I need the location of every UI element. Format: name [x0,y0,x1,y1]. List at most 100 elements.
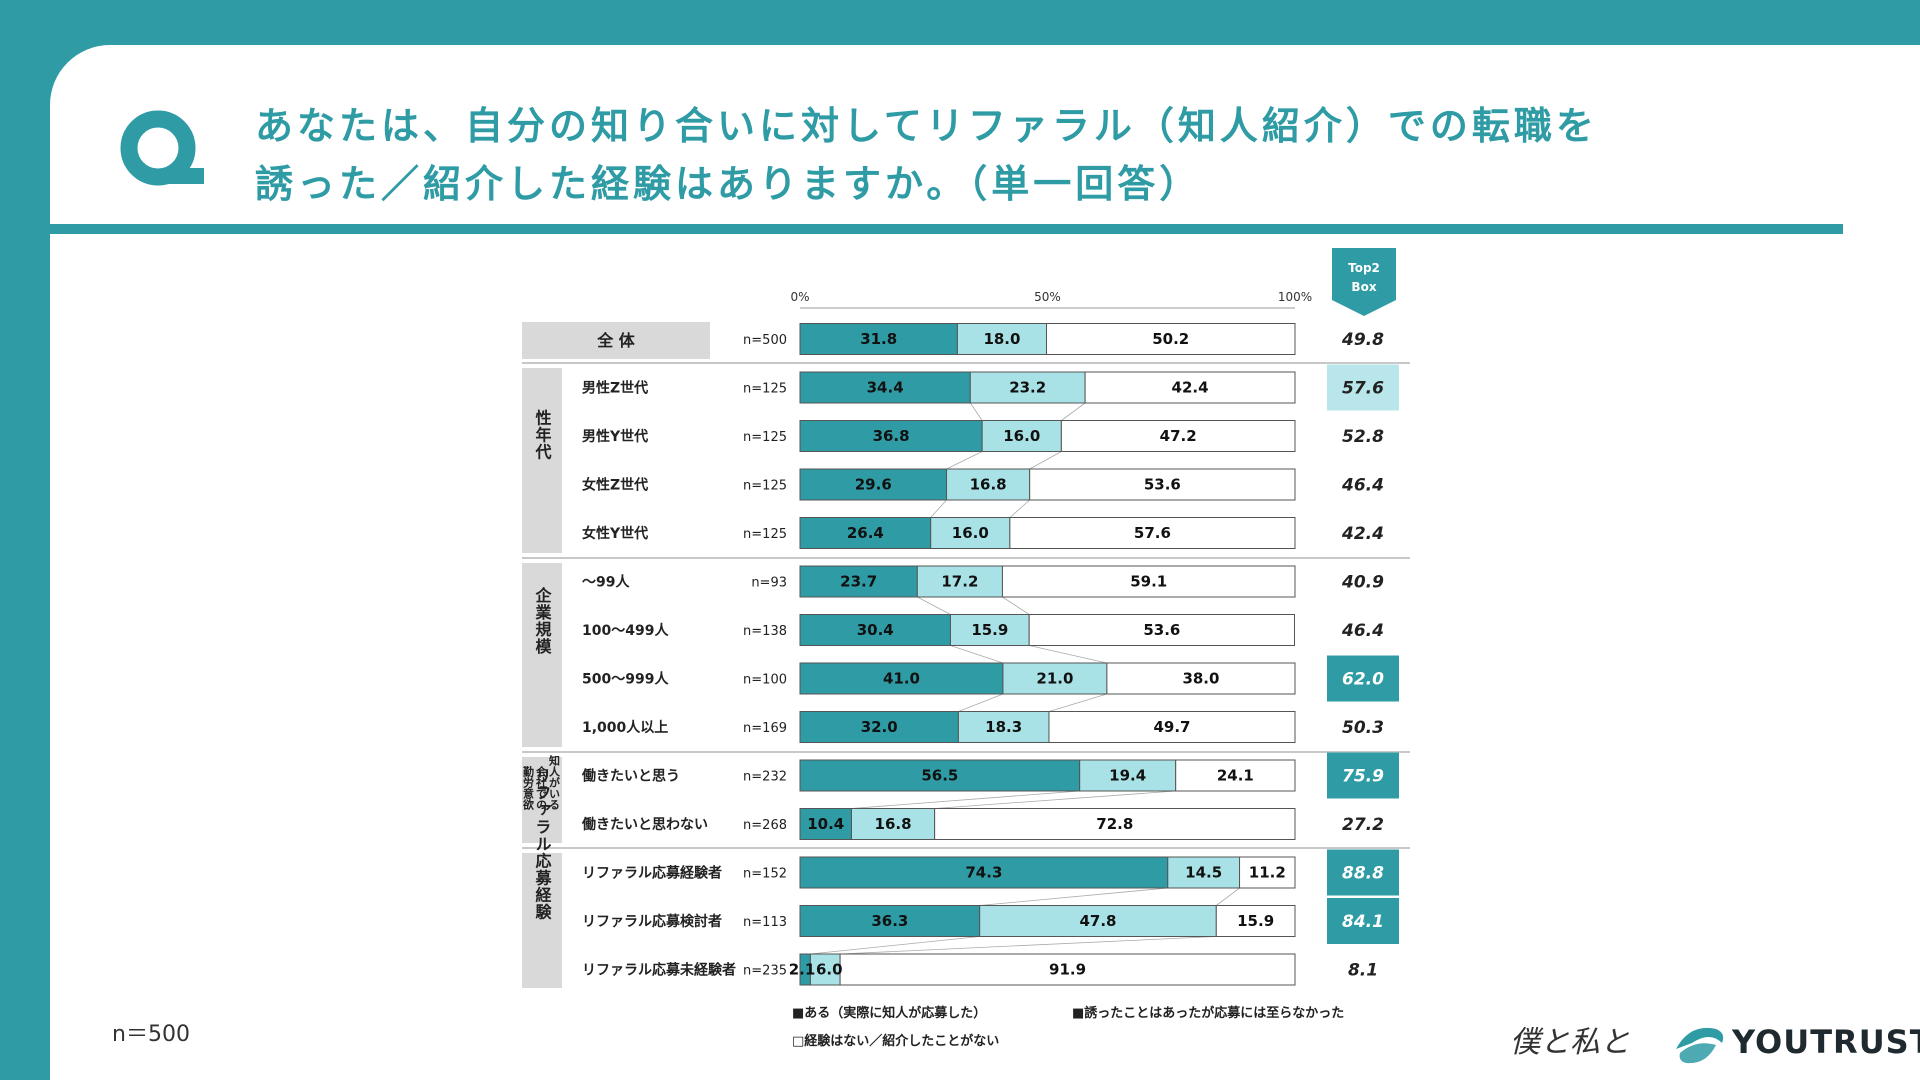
bar-segment [1239,856,1296,889]
row-label: 働きたいと思う [581,768,680,785]
bar-data-label: 19.4 [1109,767,1146,785]
bar-connector-line [851,790,1080,809]
bar-connector-line [1048,693,1108,712]
bar-data-label: 38.0 [1182,670,1219,688]
bar-segment [1106,662,1296,695]
top2-header-badge [1332,248,1396,316]
top2-highlight-box [1327,849,1399,896]
bar-connector-line [1029,645,1107,664]
row-label: リファラル応募未経験者 [582,962,736,979]
bar-data-label: 42.4 [1172,379,1209,397]
bar-segment [799,759,1081,792]
top2-highlight-box [1327,655,1399,702]
bar-data-label: 34.4 [867,379,904,397]
bar-segment [946,468,1031,501]
row-sample-size: n=125 [743,479,787,494]
bar-segment [1060,420,1296,452]
top2-value: 75.9 [1342,767,1384,787]
bar-data-label: 31.8 [860,330,897,348]
row-sample-size: n=152 [743,867,787,882]
group-label: 会社での [535,765,549,810]
bar-segment [799,808,852,840]
brand-footer: 僕と私と YOUTRUST [1510,1015,1920,1075]
bar-segment [1084,371,1296,404]
bar-data-label: 11.2 [1249,864,1286,882]
bar-segment [1048,711,1296,743]
top2-value: 8.1 [1348,961,1378,981]
group-label: リファラル応募経験 [533,768,553,921]
bar-segment [1215,905,1296,937]
bar-connector-line [1002,596,1030,615]
bar-data-label: 74.3 [965,864,1002,882]
bar-connector-line [950,645,1004,664]
bar-segment [1167,856,1241,889]
bar-connector-line [1009,499,1030,518]
q-icon [120,110,204,186]
bar-segment [1028,614,1296,646]
group-label-box [522,322,710,359]
bar-connector-line [1029,451,1062,470]
row-label: 女性Z世代 [582,477,648,494]
bar-connector-line [958,693,1004,712]
bar-data-label: 16.0 [952,524,989,542]
bar-segment [916,565,1003,598]
bar-data-label: 91.9 [1049,961,1086,979]
group-label-box [522,563,562,747]
top2-value: 40.9 [1341,573,1384,593]
bar-data-label: 14.5 [1185,864,1222,882]
top2-highlight-box [1327,364,1399,411]
bar-data-label: 16.8 [970,476,1007,494]
group-label: 全 体 [596,331,636,350]
bar-segment [799,711,959,743]
top2-value: 84.1 [1342,912,1384,932]
top2-value: 88.8 [1342,864,1384,884]
bar-data-label: 17.2 [941,573,978,591]
top2-header-label: Box [1351,280,1376,294]
group-label: 企業規模 [533,586,553,655]
group-label: 勤労意欲 [522,765,536,811]
bar-segment [979,905,1217,937]
top2-value: 52.8 [1342,427,1384,447]
bar-segment [839,953,1296,986]
top2-value: 46.4 [1341,476,1384,496]
bar-data-label: 47.2 [1160,427,1197,445]
bar-segment [1009,517,1296,549]
row-label: 1,000人以上 [582,719,668,736]
top2-value: 42.4 [1341,524,1384,544]
row-sample-size: n=268 [743,818,787,833]
row-label: 男性Y世代 [582,428,648,445]
bar-segment [1002,662,1108,695]
bar-data-label: 72.8 [1096,815,1133,833]
bar-data-label: 2.1 [789,961,816,979]
row-sample-size: n=235 [743,964,787,979]
row-sample-size: n=100 [743,673,787,688]
bar-segment [957,711,1050,743]
axis-tick-label: 0% [790,290,809,304]
legend-item: ■誘ったことはあったが応募には至らなかった [1072,1005,1344,1021]
row-sample-size: n=93 [751,576,787,591]
bar-segment [799,323,958,355]
axis-tick-label: 50% [1034,290,1061,304]
legend-item: ■ある（実際に知人が応募した） [792,1005,986,1021]
bar-connector-line [946,451,983,470]
bar-connector-line [934,790,1176,809]
bar-connector-line [810,936,980,955]
bar-segment [799,468,948,501]
bar-data-label: 59.1 [1130,573,1167,591]
youtrust-logo-icon [1676,1027,1724,1064]
group-label-box [522,368,562,553]
axis-tick-label: 100% [1278,290,1312,304]
bar-connector-line [1061,402,1086,421]
brand-name: YOUTRUST [1732,1023,1920,1061]
row-label: 100～499人 [582,622,669,639]
row-sample-size: n=169 [743,721,787,736]
bar-data-label: 29.6 [855,476,892,494]
brand-script-logo: 僕と私と [1510,1025,1630,1060]
bar-data-label: 49.7 [1153,718,1190,736]
bar-data-label: 18.0 [983,330,1020,348]
bar-data-label: 53.6 [1143,621,1180,639]
row-sample-size: n=125 [743,527,787,542]
group-label: 知人がいる [548,754,562,811]
bar-connector-line [979,887,1168,906]
